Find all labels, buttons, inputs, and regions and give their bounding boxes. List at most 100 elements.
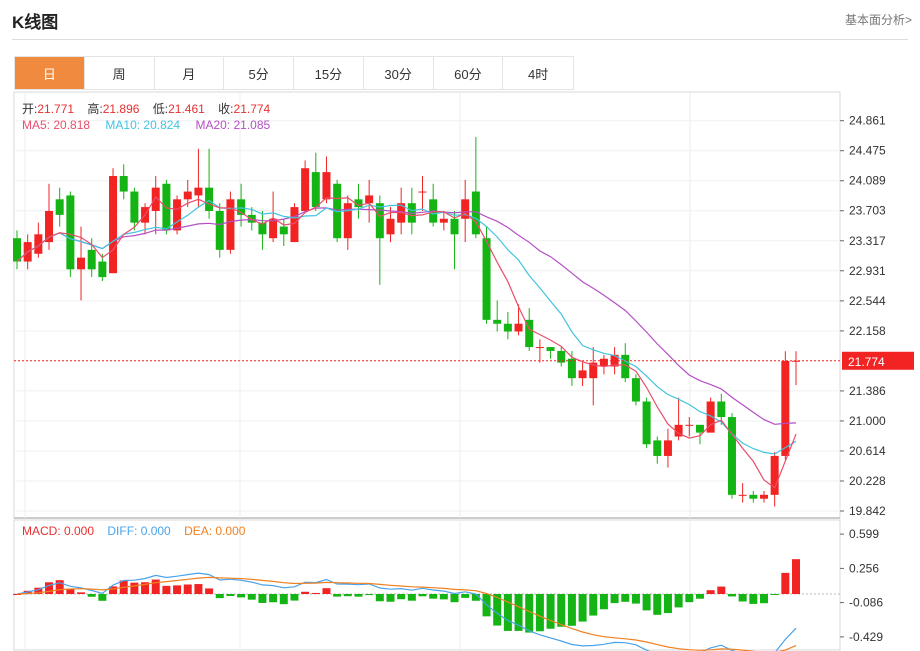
price-tick-label: 24.861 [849, 114, 886, 128]
candle-body [599, 358, 608, 367]
macd-histogram-bar [333, 594, 342, 597]
macd-value: MACD: 0.000 [22, 524, 95, 538]
tab-week[interactable]: 周 [85, 57, 155, 89]
fundamental-analysis-link[interactable]: 基本面分析> [844, 13, 912, 27]
macd-histogram-bar [247, 594, 256, 600]
tab-4hour[interactable]: 4时 [528, 66, 549, 82]
macd-histogram-bar [397, 594, 406, 600]
header-divider [12, 39, 908, 40]
candle-body [663, 440, 672, 456]
price-tick-label: 19.842 [849, 504, 886, 518]
price-tick-label: 20.228 [849, 474, 886, 488]
ma20-legend: MA20: 21.085 [195, 118, 271, 132]
macd-histogram-bar [205, 588, 214, 594]
macd-histogram-bar [546, 594, 555, 629]
candle-body [706, 401, 715, 433]
candle-body [34, 234, 43, 254]
high-label: 高: [87, 102, 103, 116]
candle-body [151, 187, 160, 211]
price-tick-label: 22.158 [849, 324, 886, 338]
candle-body [173, 199, 182, 231]
ma10-line [16, 199, 797, 455]
candle-body [525, 319, 534, 348]
macd-histogram-bar [130, 582, 139, 594]
candle-body [578, 370, 587, 379]
candle-body [279, 226, 288, 235]
macd-histogram-bar [578, 594, 587, 622]
tab-month[interactable]: 月 [155, 57, 225, 89]
tab-60min[interactable]: 60分 [434, 57, 504, 89]
macd-histogram-bar [706, 590, 715, 594]
macd-histogram-bar [311, 592, 320, 594]
candle-body [333, 183, 342, 239]
candle-body [546, 347, 555, 351]
candle-body [183, 191, 192, 200]
tab-5min[interactable]: 5分 [224, 57, 294, 89]
macd-histogram-bar [439, 594, 448, 600]
macd-histogram-bar [407, 594, 416, 601]
macd-histogram-bar [429, 594, 438, 599]
candle-body [717, 401, 726, 418]
open-value: 21.771 [37, 102, 75, 116]
macd-histogram-bar [535, 594, 544, 632]
candle-body [98, 261, 107, 278]
macd-histogram-bar [269, 594, 278, 603]
price-tick-label: 21.000 [849, 414, 886, 428]
candle-body [247, 214, 256, 223]
candle-body [343, 203, 352, 239]
close-value: 21.774 [233, 102, 271, 116]
macd-histogram-bar [471, 594, 480, 601]
ma10-legend: MA10: 20.824 [105, 118, 181, 132]
macd-histogram-bar [461, 594, 470, 598]
macd-histogram-bar [567, 594, 576, 626]
ma-legend: MA5: 20.818 MA10: 20.824 MA20: 21.085 [22, 118, 282, 132]
last-price-label: 21.774 [848, 355, 885, 369]
tab-30min[interactable]: 30分 [364, 57, 434, 89]
candle-body [471, 191, 480, 235]
macd-histogram-bar [34, 587, 43, 594]
dea-line [16, 576, 797, 651]
candle-body [503, 323, 512, 332]
price-tick-label: 22.544 [849, 294, 886, 308]
candle-body [685, 424, 694, 426]
macd-histogram-bar [109, 586, 118, 594]
price-tick-label: 24.089 [849, 174, 886, 188]
ma20-line [16, 207, 797, 425]
ma5-legend: MA5: 20.818 [22, 118, 91, 132]
price-tick-label: 22.931 [849, 264, 886, 278]
macd-histogram-bar [45, 582, 54, 594]
ohlc-readout: 开:21.771 高:21.896 低:21.461 收:21.774 [22, 100, 280, 117]
macd-histogram-bar [66, 588, 75, 594]
macd-histogram-bar [738, 594, 747, 602]
candle-body [653, 440, 662, 456]
candle-body [482, 238, 491, 320]
candle-body [119, 175, 128, 192]
candle-body [13, 238, 21, 262]
candle-body [194, 187, 203, 196]
candle-body [557, 350, 566, 363]
macd-histogram-bar [557, 594, 566, 627]
macd-tick-label: 0.256 [849, 561, 879, 575]
candle-body [738, 494, 747, 496]
candle-body [226, 199, 235, 250]
macd-histogram-bar [162, 585, 171, 594]
macd-histogram-bar [717, 586, 726, 594]
candle-body [759, 494, 768, 499]
candle-body [322, 172, 331, 200]
macd-histogram-bar [365, 594, 374, 596]
tab-day[interactable]: 日 [15, 57, 85, 89]
macd-histogram-bar [98, 594, 107, 601]
macd-histogram-bar [13, 594, 21, 595]
tab-15min[interactable]: 15分 [294, 57, 364, 89]
candle-body [514, 323, 523, 332]
candle-body [695, 424, 704, 433]
macd-histogram-bar [290, 594, 299, 601]
macd-histogram-bar [685, 594, 694, 603]
macd-tick-label: -0.429 [849, 630, 883, 644]
low-label: 低: [152, 102, 169, 116]
macd-histogram-bar [173, 585, 182, 594]
candle-body [439, 218, 448, 223]
candle-body [311, 172, 320, 208]
candle-body [535, 347, 544, 349]
